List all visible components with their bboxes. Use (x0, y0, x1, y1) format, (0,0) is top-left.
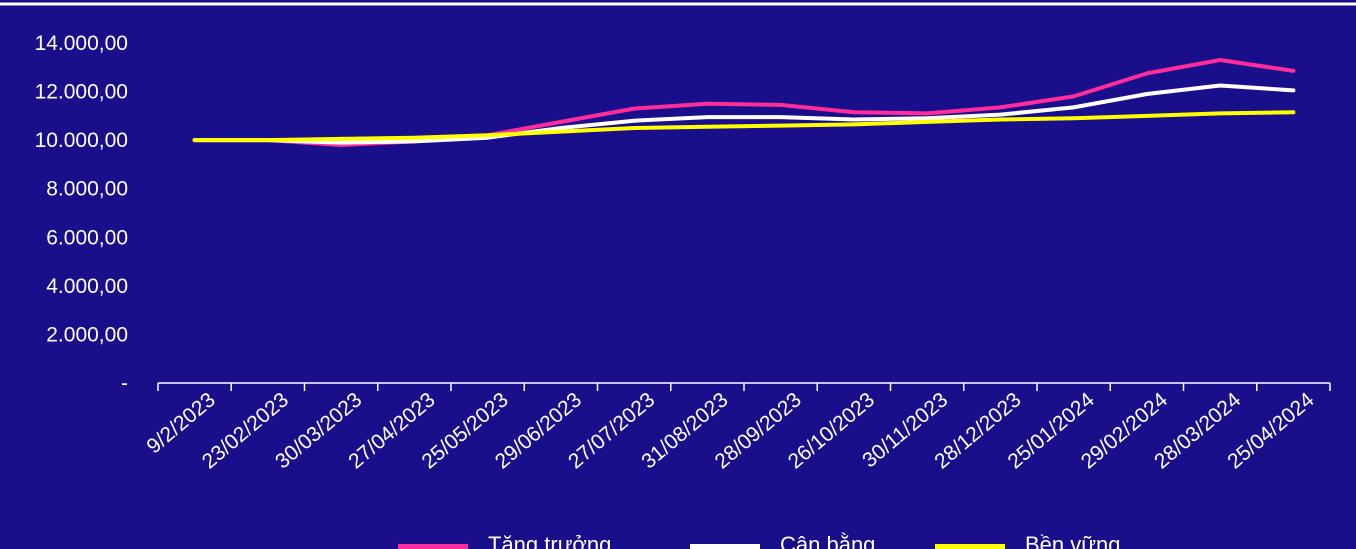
legend-swatch-2 (935, 544, 1005, 549)
series-line-1 (192, 83, 1296, 145)
y-tick-label: 6.000,00 (46, 226, 128, 249)
y-tick-label: - (121, 372, 128, 395)
y-tick-label: 4.000,00 (46, 275, 128, 298)
legend: Tăng trưởng Cân bằng Bền vững (398, 532, 1120, 549)
series-line-2 (192, 110, 1296, 143)
y-tick-label: 2.000,00 (46, 323, 128, 346)
legend-label-2: Bền vững (1025, 532, 1120, 549)
x-axis: 9/2/202323/02/202330/03/202327/04/202325… (142, 382, 1331, 473)
legend-swatch-1 (690, 544, 760, 549)
legend-label-1: Cân bằng (780, 532, 875, 549)
legend-label-0: Tăng trưởng (488, 532, 611, 549)
y-axis-labels: - 2.000,00 4.000,00 6.000,00 8.000,00 10.000,… (35, 32, 128, 395)
series-lines (192, 58, 1296, 147)
y-tick-label: 8.000,00 (46, 178, 128, 201)
legend-swatch-0 (398, 544, 468, 549)
series-line-0 (192, 58, 1296, 147)
y-tick-label: 10.000,00 (35, 129, 128, 152)
y-tick-label: 14.000,00 (35, 32, 128, 55)
y-tick-label: 12.000,00 (35, 81, 128, 104)
